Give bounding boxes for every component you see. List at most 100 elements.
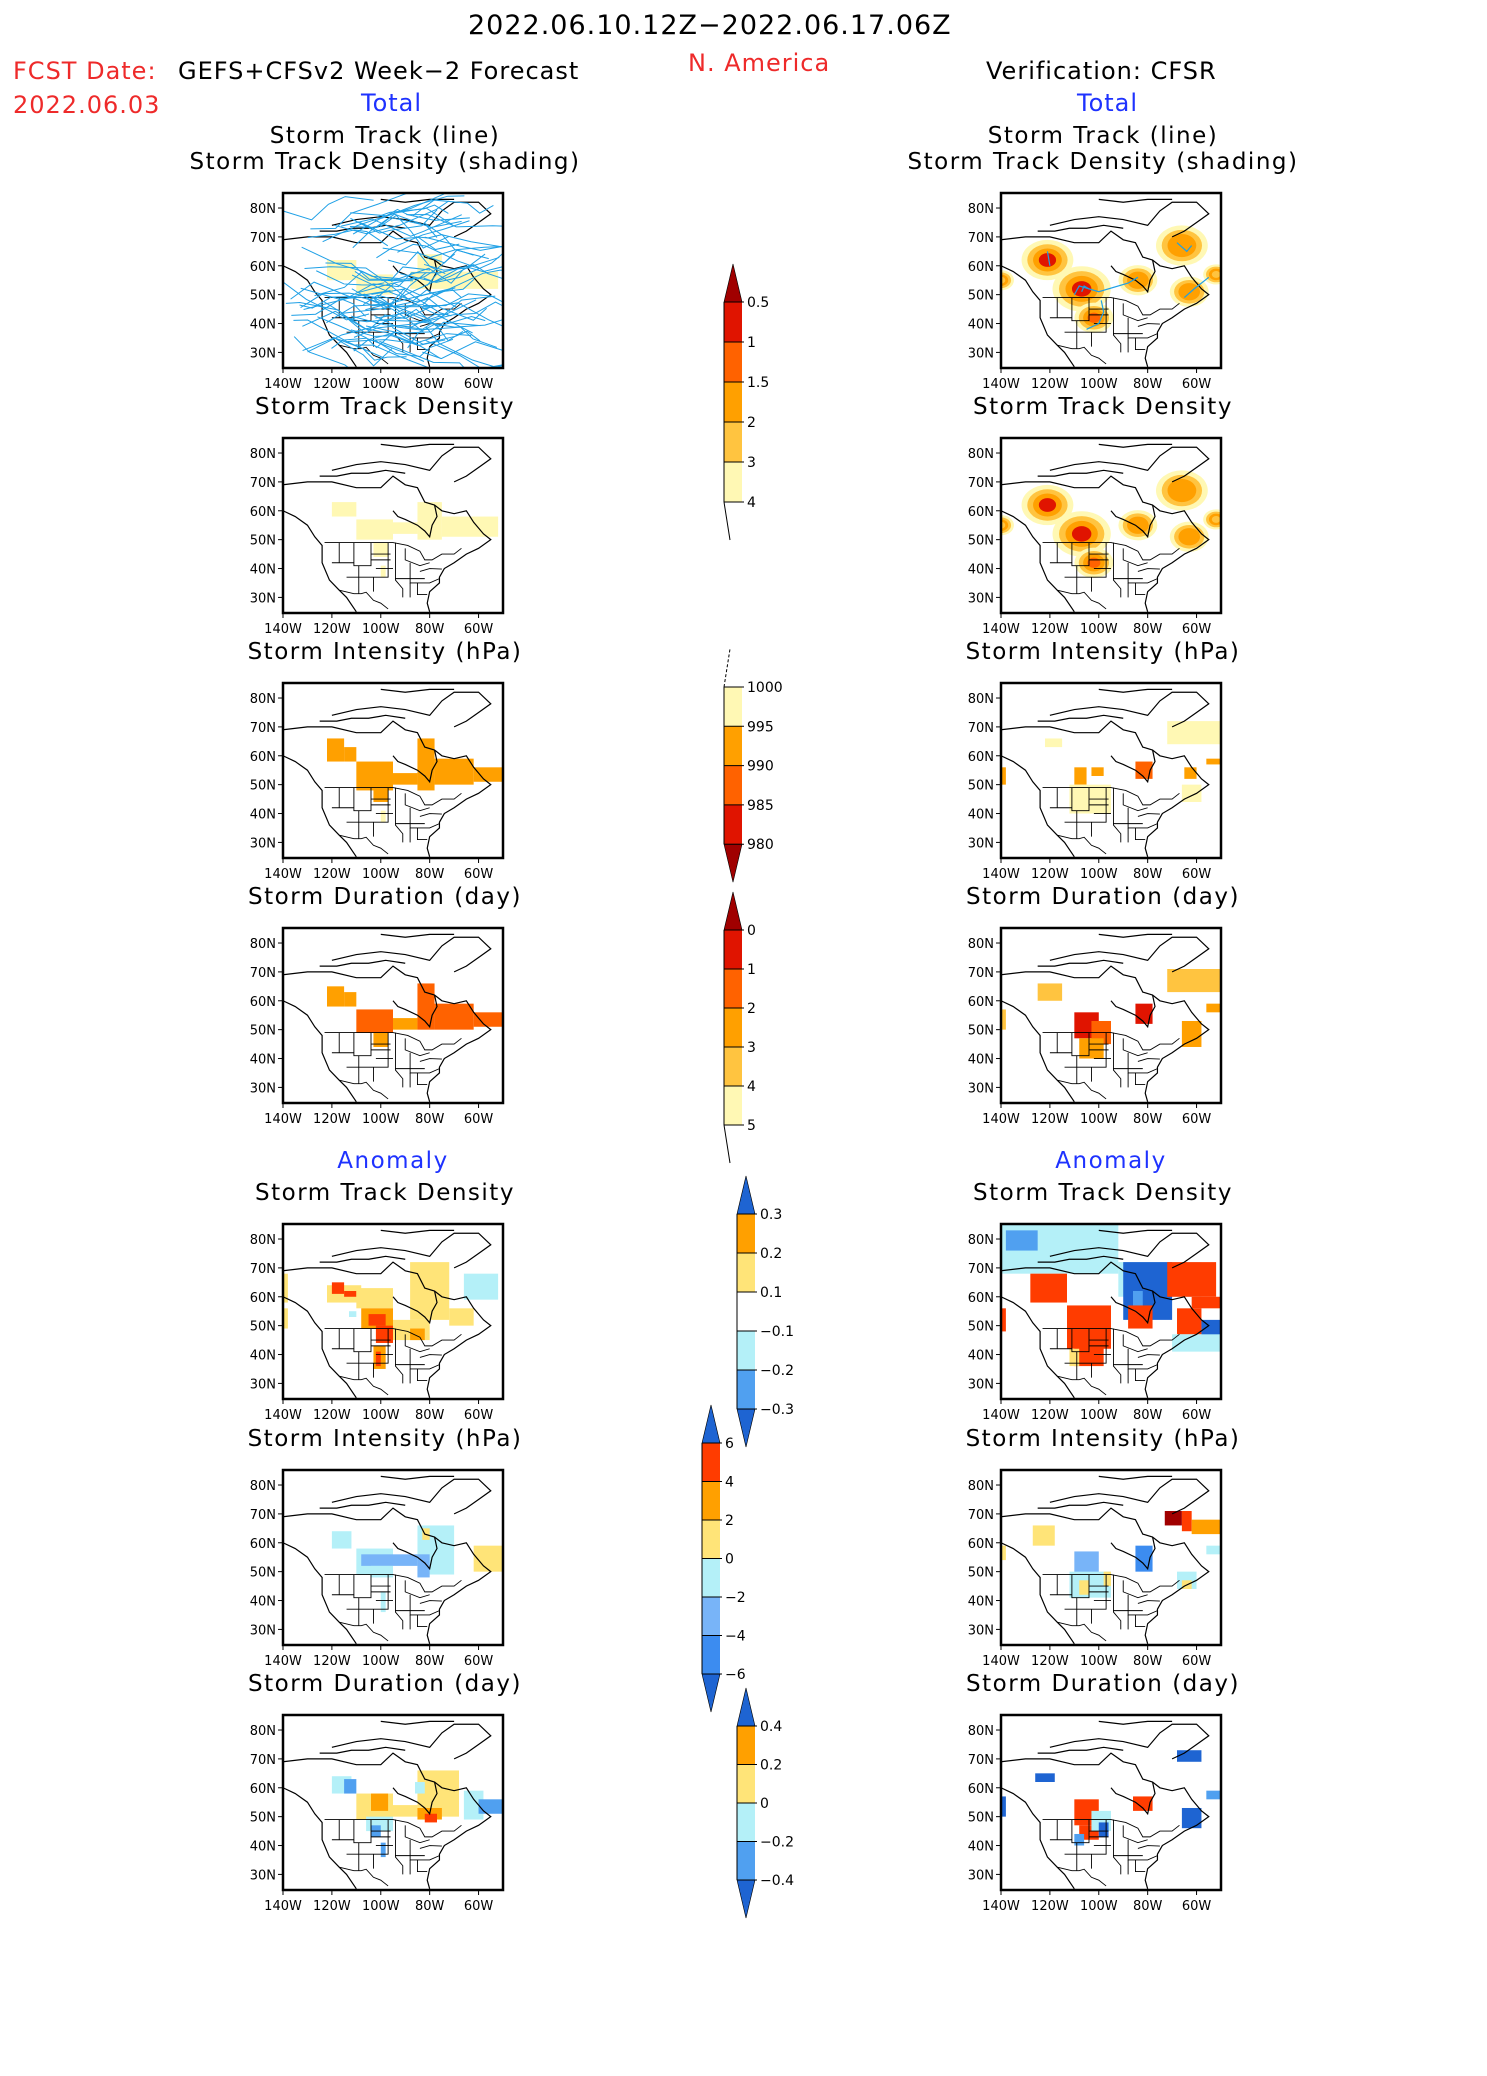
border-line xyxy=(346,787,389,823)
colorbar-band xyxy=(737,1370,755,1409)
y-tick-label: 80N xyxy=(250,1724,276,1739)
storm-track-line xyxy=(355,344,431,368)
coastline xyxy=(283,1000,357,1103)
shade-cell xyxy=(375,1325,393,1343)
shade-cell xyxy=(361,1554,418,1566)
border-line xyxy=(353,1574,372,1599)
shade-cell xyxy=(373,787,389,802)
border-line xyxy=(1122,1580,1148,1599)
y-tick-label: 30N xyxy=(968,836,994,851)
map-fc_duration: 80N 70N 60N 50N 40N 30N 140W 120W 100W 80W 60W xyxy=(250,926,505,1127)
coastline xyxy=(1001,1752,1210,1890)
x-tick-label: 60W xyxy=(464,1899,494,1914)
colorbar-band xyxy=(737,1764,755,1803)
x-tick-label: 140W xyxy=(264,622,302,637)
shade-cell xyxy=(327,986,345,1007)
coastline xyxy=(283,1261,492,1399)
storm-track-line xyxy=(422,302,503,327)
border-line xyxy=(1064,1328,1107,1364)
shade-cell xyxy=(393,522,418,534)
storm-track-line xyxy=(283,196,374,221)
colorbar-extension xyxy=(736,1175,756,1215)
coastline xyxy=(1001,230,1210,368)
map-vf_track: 80N 70N 60N 50N 40N 30N 140W 120W 100W 80W 60W xyxy=(968,191,1223,392)
y-tick-label: 80N xyxy=(250,1233,276,1248)
storm-track-line xyxy=(291,298,366,317)
storm-track-line xyxy=(388,251,446,274)
border-line xyxy=(1057,589,1107,610)
density-shade xyxy=(1071,526,1092,542)
colorbar-band xyxy=(737,1726,755,1765)
border-line xyxy=(339,1866,389,1887)
storm-track-line xyxy=(1081,285,1090,292)
map-vf_density: 80N 70N 60N 50N 40N 30N 140W 120W 100W 80W 60W xyxy=(968,436,1223,637)
coastline xyxy=(283,1752,492,1890)
x-tick-label: 120W xyxy=(1031,1112,1069,1127)
border-line xyxy=(353,1032,372,1057)
border-line xyxy=(324,1328,462,1347)
colorbar-duration_total: 0 1 2 3 4 5 xyxy=(723,891,756,1164)
map-frame xyxy=(999,926,1223,1105)
panel-title: Storm Track Density (shading) xyxy=(907,149,1299,175)
storm-track-line xyxy=(351,313,448,328)
panel-title: Storm Intensity (hPa) xyxy=(247,1426,523,1452)
colorbar-band xyxy=(702,1443,720,1482)
storm-track-line xyxy=(334,200,450,235)
shade-cell xyxy=(1135,1003,1153,1024)
colorbar-band xyxy=(724,687,742,727)
map-frame xyxy=(999,1468,1223,1647)
x-tick-label: 140W xyxy=(982,1112,1020,1127)
shade-cell xyxy=(356,1009,393,1033)
y-tick-label: 50N xyxy=(250,289,276,304)
shade-cell xyxy=(415,1781,425,1794)
y-tick-label: 40N xyxy=(968,563,994,578)
y-tick-label: 30N xyxy=(968,591,994,606)
x-tick-label: 140W xyxy=(982,622,1020,637)
coastline xyxy=(1049,201,1210,238)
storm-track-line xyxy=(398,297,487,321)
colorbar-label: 6 xyxy=(725,1436,734,1452)
forecast-total-label: Total xyxy=(361,89,423,117)
y-tick-label: 50N xyxy=(968,779,994,794)
y-tick-label: 50N xyxy=(250,534,276,549)
shade-cell xyxy=(349,1311,357,1317)
border-line xyxy=(394,1819,404,1875)
border-line xyxy=(1057,834,1107,855)
y-tick-label: 40N xyxy=(250,1595,276,1610)
colorbar-band xyxy=(724,726,742,766)
map-frame xyxy=(281,1222,505,1401)
colorbar-extension xyxy=(701,1404,721,1444)
y-tick-label: 40N xyxy=(968,808,994,823)
y-tick-label: 40N xyxy=(968,318,994,333)
storm-track-line xyxy=(374,338,454,357)
y-tick-label: 70N xyxy=(968,1753,994,1768)
shade-cell xyxy=(449,1308,474,1326)
shade-cell xyxy=(1032,1525,1055,1546)
border-line xyxy=(346,1819,389,1855)
x-tick-label: 120W xyxy=(1031,867,1069,882)
storm-track-line xyxy=(389,287,456,307)
border-line xyxy=(394,1328,404,1384)
x-tick-label: 120W xyxy=(313,1899,351,1914)
border-line xyxy=(1112,1574,1122,1630)
storm-track-line xyxy=(353,331,441,359)
coastline xyxy=(283,755,357,858)
colorbar-label: 4 xyxy=(725,1475,734,1491)
storm-track-line xyxy=(316,270,385,286)
coastline xyxy=(392,994,438,1029)
border-line xyxy=(409,1839,440,1861)
colorbar-label: −0.3 xyxy=(760,1402,794,1418)
density-shade xyxy=(1071,281,1092,297)
y-tick-label: 70N xyxy=(968,1508,994,1523)
border-line xyxy=(346,1032,389,1068)
x-tick-label: 140W xyxy=(264,1112,302,1127)
storm-track-line xyxy=(376,220,470,259)
map-frame xyxy=(281,436,505,615)
colorbar-density_anom: 0.3 0.2 0.1 −0.1 −0.2 −0.3 xyxy=(736,1175,794,1448)
map-frame xyxy=(281,1468,505,1647)
y-tick-label: 60N xyxy=(250,1291,276,1306)
map-frame xyxy=(999,681,1223,860)
border-line xyxy=(1112,297,1122,353)
shade-cell xyxy=(1172,1334,1221,1352)
x-tick-label: 100W xyxy=(362,1408,400,1423)
